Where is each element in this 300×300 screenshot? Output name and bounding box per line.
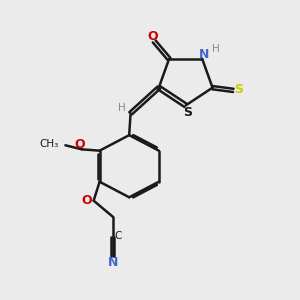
Text: H: H: [118, 103, 126, 113]
Text: H: H: [212, 44, 220, 54]
Text: C: C: [115, 231, 122, 241]
Text: O: O: [147, 30, 158, 43]
Text: N: N: [108, 256, 118, 269]
Text: CH₃: CH₃: [40, 140, 59, 149]
Text: S: S: [183, 106, 192, 119]
Text: N: N: [199, 48, 209, 61]
Text: O: O: [74, 138, 85, 151]
Text: O: O: [82, 194, 92, 207]
Text: S: S: [234, 82, 243, 95]
